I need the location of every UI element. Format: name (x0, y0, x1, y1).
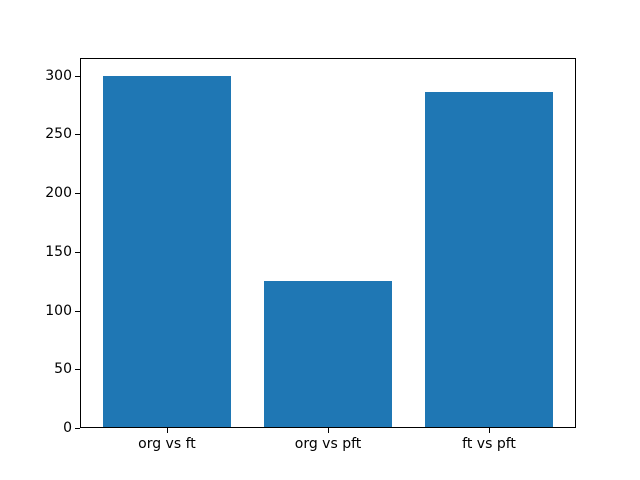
ytick-mark-100 (75, 310, 80, 312)
ytick-label-0: 0 (63, 420, 72, 436)
ytick-label-250: 250 (45, 126, 72, 143)
ytick-label-300: 300 (45, 67, 72, 84)
xtick-label-org-vs-ft: org vs ft (138, 436, 196, 452)
xtick-mark-ft-vs-pft (489, 428, 491, 433)
ytick-mark-200 (75, 193, 80, 195)
xtick-mark-org-vs-pft (328, 428, 329, 433)
ytick-label-100: 100 (45, 302, 72, 319)
ytick-label-200: 200 (45, 185, 72, 202)
ytick-label-50: 50 (54, 361, 72, 378)
xtick-label-org-vs-pft: org vs pft (294, 436, 362, 452)
bar-org-vs-ft (102, 75, 232, 428)
ytick-mark-150 (75, 251, 80, 253)
ytick-mark-250 (75, 134, 80, 136)
xtick-label-ft-vs-pft: ft vs pft (462, 436, 516, 452)
ytick-mark-0 (75, 428, 80, 429)
plot-area (80, 58, 576, 428)
ytick-label-150: 150 (45, 243, 72, 260)
ytick-mark-50 (75, 369, 80, 371)
bar-ft-vs-pft (424, 92, 554, 428)
ytick-mark-300 (75, 75, 80, 77)
bar-org-vs-pft (263, 281, 393, 428)
xtick-mark-org-vs-ft (166, 428, 168, 433)
